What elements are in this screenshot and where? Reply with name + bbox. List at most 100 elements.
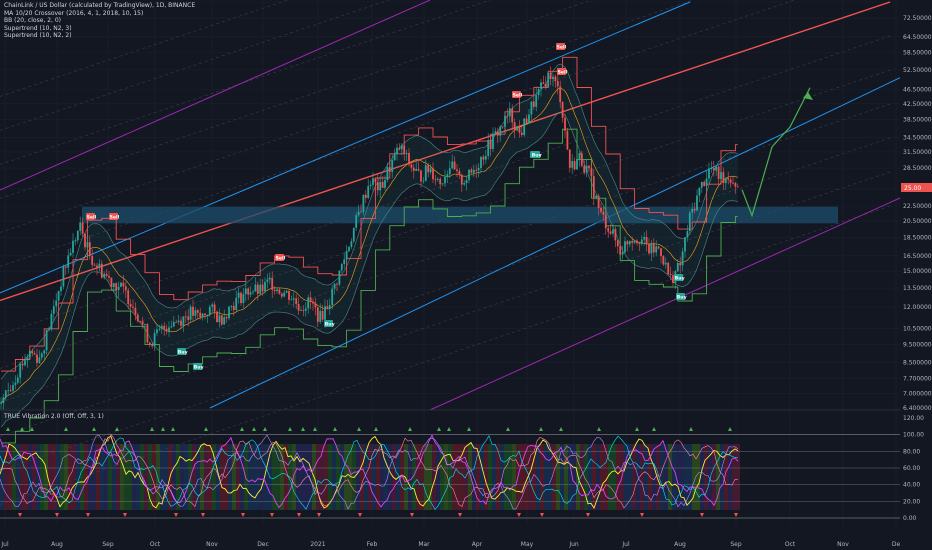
channel-dashed-line [0, 205, 891, 505]
price-axis-label: 38.5000000 [903, 117, 932, 124]
candle-body [410, 164, 413, 168]
candle-body [631, 240, 634, 243]
legend-indicator-bb[interactable]: BB (20, close, 2, 0) [4, 17, 61, 25]
candle-body [136, 314, 139, 322]
oscillator-bar [608, 444, 612, 510]
candle-body [14, 382, 17, 386]
candle-body [681, 251, 684, 266]
oscillator-bar [488, 444, 492, 510]
candle-body [626, 241, 629, 245]
legend-indicator-ma-crossover[interactable]: MA 10/20 Crossover (2016, 4, 1, 2018, 10… [4, 9, 144, 17]
candle-body [21, 363, 24, 366]
legend-symbol-title[interactable]: ChainLink / US Dollar (calculated by Tra… [4, 2, 196, 9]
candle-body [544, 83, 547, 88]
candle-body [163, 325, 166, 329]
price-axis-label: 52.5000000 [903, 67, 932, 74]
candle-body [429, 168, 432, 173]
price-axis-label: 15.0000000 [903, 268, 932, 275]
candle-body [225, 317, 228, 319]
candle-body [648, 243, 650, 254]
oscillator-bar [108, 444, 112, 510]
oscillator-bar [652, 444, 656, 510]
price-axis-label: 7.7000000 [903, 375, 932, 382]
candle-body [122, 282, 125, 287]
osc-up-marker [30, 427, 34, 431]
candle-body [604, 214, 607, 229]
oscillator-bar [460, 444, 464, 510]
candle-body [511, 108, 514, 123]
candle-body [79, 222, 82, 231]
oscillator-bar [400, 444, 404, 510]
oscillator-bar [508, 444, 512, 510]
candle-body [165, 328, 168, 332]
candle-body [657, 246, 660, 249]
channel-dashed-line [0, 0, 593, 199]
oscillator-bar [536, 444, 540, 510]
legend-indicator-supertrend-1[interactable]: Supertrend (10, N2, 3) [4, 24, 72, 32]
candle-body [484, 155, 487, 160]
time-axis[interactable]: Jul Aug Sep Oct Nov Dec 2021 Feb Mar Apr May Jun Jul… [0, 541, 900, 548]
oscillator-bar [280, 444, 284, 510]
oscillator-bar [548, 444, 552, 510]
candle-body [722, 172, 725, 184]
candle-body [448, 168, 451, 175]
oscillator-bar [528, 444, 532, 510]
candle-body [264, 281, 266, 292]
price-axis[interactable]: 72.5000000 64.5000000 58.5000000 52.5000000… [903, 15, 932, 412]
osc-down-marker [458, 513, 462, 517]
oscillator-bar [260, 444, 264, 510]
oscillator-axis[interactable]: 120.00 100.00 80.00 60.00 40.00 20.00 0.00 [903, 415, 924, 522]
candle-body [475, 169, 478, 171]
oscillator-bar [440, 444, 444, 510]
oscillator-bar [692, 444, 696, 510]
candle-body [175, 322, 178, 323]
legend-indicator-supertrend-2[interactable]: Supertrend (10, N2, 2) [4, 32, 72, 40]
oscillator-bar [360, 444, 364, 510]
candle-body [364, 194, 367, 198]
candle-body [592, 176, 595, 198]
candle-body [148, 342, 151, 345]
oscillator-bar [124, 444, 128, 510]
candle-body [465, 180, 468, 184]
candle-body [664, 262, 667, 265]
time-axis-label: Mar [418, 541, 430, 548]
candles [0, 66, 739, 411]
oscillator-bar [224, 444, 228, 510]
oscillator-bar [404, 444, 408, 510]
candle-body [127, 290, 130, 305]
candle-body [724, 177, 727, 184]
osc-axis-label: 60.00 [903, 465, 920, 472]
candle-body [319, 310, 322, 322]
legend-oscillator-title[interactable]: TRUE Vibration 2.0 (Off, Off, 3, 1) [4, 413, 104, 420]
candle-body [376, 182, 379, 191]
candle-body [535, 94, 538, 107]
oscillator-bar [32, 444, 36, 510]
candle-body [386, 167, 389, 180]
candle-body [244, 288, 247, 295]
osc-up-marker [6, 427, 10, 431]
price-axis-label: 64.5000000 [903, 34, 932, 41]
candle-body [528, 114, 530, 124]
oscillator-bar [672, 444, 676, 510]
candle-body [504, 115, 506, 127]
candle-body [40, 353, 43, 358]
osc-up-marker [635, 427, 639, 431]
oscillator-bar [704, 444, 708, 510]
forecast-path [741, 87, 811, 218]
candle-body [4, 390, 7, 398]
oscillator-bar [588, 444, 592, 510]
candle-body [52, 306, 55, 314]
oscillator-bar [320, 444, 324, 510]
oscillator-bar [24, 444, 28, 510]
osc-axis-label: 120.00 [903, 415, 924, 422]
oscillator-bar [56, 444, 60, 510]
candle-body [177, 320, 180, 323]
time-axis-label: Nov [837, 541, 849, 548]
oscillator-bar [396, 444, 400, 510]
price-axis-label: 72.5000000 [903, 15, 932, 22]
osc-axis-label: 80.00 [903, 448, 920, 455]
candle-body [590, 168, 593, 177]
bb-upper [0, 63, 738, 380]
candle-body [600, 208, 602, 212]
